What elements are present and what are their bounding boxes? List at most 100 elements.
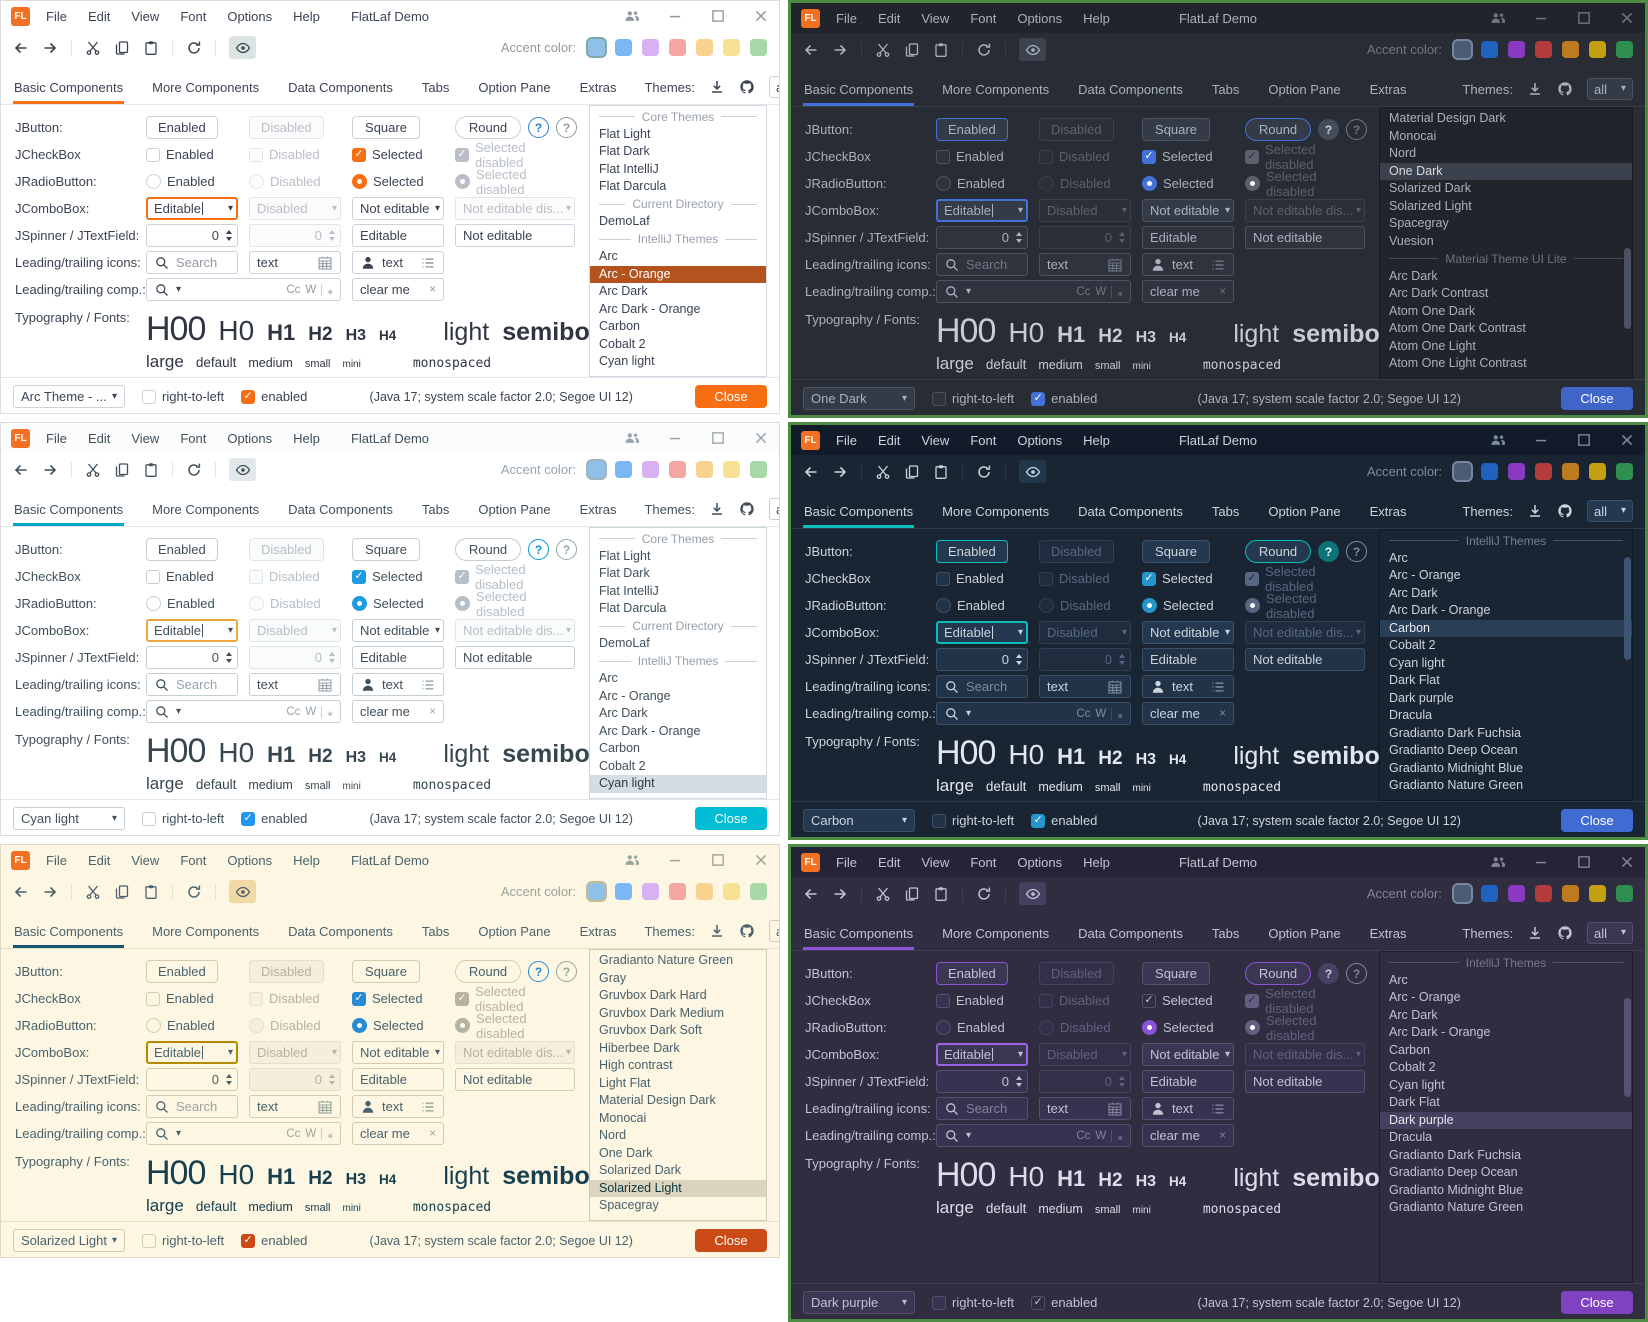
menu-help[interactable]: Help [1083, 432, 1110, 448]
rtl-checkbox-box[interactable] [142, 1233, 156, 1248]
rtl-checkbox[interactable]: right-to-left [932, 1295, 1014, 1310]
checkbox-disabled[interactable] [249, 569, 263, 584]
radio-disabled[interactable] [249, 174, 264, 189]
clear-icon[interactable]: × [1219, 707, 1226, 720]
theme-list-item[interactable]: Dark purple [1380, 1111, 1632, 1129]
accent-swatch-5[interactable] [696, 883, 713, 900]
tab-data-components[interactable]: Data Components [1078, 926, 1183, 941]
theme-list-item[interactable]: Gruvbox Dark Hard [599, 988, 707, 1002]
accent-swatch-4[interactable] [1535, 885, 1552, 902]
search-options-field[interactable]: ▾ Cc W ⁎ [936, 280, 1131, 303]
search-field[interactable]: Search [146, 1095, 238, 1118]
paste-icon[interactable] [143, 884, 159, 900]
theme-list-item[interactable]: Arc - Orange [590, 265, 766, 283]
github-icon[interactable] [1557, 925, 1573, 941]
help-outline-button[interactable]: ? [1346, 541, 1367, 562]
theme-list-item[interactable]: Arc Dark [1389, 585, 1438, 600]
clearable-field[interactable]: clear me × [1142, 1124, 1234, 1147]
accent-swatch-1[interactable] [588, 39, 605, 56]
calendar-icon[interactable] [317, 255, 333, 271]
github-icon[interactable] [739, 501, 755, 517]
accent-swatch-2[interactable] [1481, 41, 1498, 58]
menu-font[interactable]: Font [970, 854, 997, 870]
theme-list-item[interactable]: Dark Flat [1389, 1095, 1440, 1109]
clearable-field[interactable]: clear me × [352, 1122, 444, 1145]
user-field[interactable]: text [352, 673, 444, 696]
help-button[interactable]: ? [528, 539, 549, 560]
round-button[interactable]: Round [1245, 118, 1311, 141]
tab-extras[interactable]: Extras [1369, 82, 1407, 97]
spinner-arrows-icon[interactable] [329, 1074, 335, 1085]
maximize-icon[interactable] [1576, 10, 1592, 26]
round-button[interactable]: Round [455, 116, 521, 139]
accent-swatch-1[interactable] [1454, 463, 1471, 480]
rtl-checkbox-box[interactable] [932, 1295, 946, 1310]
back-icon[interactable] [803, 886, 819, 902]
theme-list-item[interactable]: Light Flat [599, 1075, 651, 1090]
menu-options[interactable]: Options [227, 8, 273, 24]
radio-disabled[interactable] [1039, 1020, 1054, 1035]
square-button[interactable]: Square [1142, 540, 1210, 563]
paste-icon[interactable] [143, 40, 159, 56]
match-case-button[interactable]: Cc [1076, 285, 1091, 298]
tab-more-components[interactable]: More Components [152, 80, 260, 95]
download-theme-icon[interactable] [1527, 925, 1543, 941]
radio-enabled[interactable] [146, 596, 161, 611]
scrollbar-thumb[interactable] [1624, 557, 1631, 660]
rtl-checkbox[interactable]: right-to-left [932, 391, 1014, 406]
radio-selected[interactable] [352, 596, 367, 611]
paste-icon[interactable] [933, 886, 949, 902]
maximize-icon[interactable] [710, 852, 726, 868]
radio-selected[interactable] [352, 174, 367, 189]
cut-icon[interactable] [875, 42, 891, 58]
regex-button[interactable]: ⁎ [1117, 708, 1123, 721]
theme-list-item[interactable]: Arc [1389, 550, 1408, 565]
theme-list-item[interactable]: Flat Dark [599, 144, 650, 158]
minimize-icon[interactable] [667, 852, 683, 868]
checkbox-selected-disabled[interactable]: ✓ [1245, 149, 1259, 164]
accent-swatch-6[interactable] [1589, 41, 1606, 58]
theme-list-item[interactable]: Monocai [599, 1110, 647, 1125]
checkbox-enabled[interactable] [936, 149, 950, 164]
help-outline-button[interactable]: ? [556, 117, 577, 138]
theme-list-item[interactable]: Carbon [599, 319, 640, 333]
rtl-checkbox[interactable]: right-to-left [142, 1233, 224, 1248]
rtl-checkbox[interactable]: right-to-left [142, 389, 224, 404]
radio-selected-disabled[interactable] [1245, 176, 1260, 191]
combobox-not-editable[interactable]: Not editable ▾ [352, 1041, 444, 1064]
tab-basic-components[interactable]: Basic Components [803, 498, 915, 528]
user-field[interactable]: text [352, 1095, 444, 1118]
accent-swatch-3[interactable] [1508, 463, 1525, 480]
radio-selected[interactable] [1142, 598, 1157, 613]
search-field[interactable]: Search [146, 251, 238, 274]
radio-disabled[interactable] [249, 596, 264, 611]
cut-icon[interactable] [875, 464, 891, 480]
date-field[interactable]: text [249, 1095, 341, 1118]
search-options-field[interactable]: ▾ Cc W ⁎ [936, 702, 1131, 725]
match-case-button[interactable]: Cc [286, 705, 301, 718]
close-icon[interactable] [753, 852, 769, 868]
cut-icon[interactable] [85, 462, 101, 478]
search-options-field[interactable]: ▾ Cc W ⁎ [146, 1122, 341, 1145]
radio-selected[interactable] [352, 1018, 367, 1033]
combobox-not-editable[interactable]: Not editable ▾ [1142, 1043, 1234, 1066]
accent-swatch-5[interactable] [696, 461, 713, 478]
scrollbar-thumb[interactable] [1624, 248, 1631, 330]
download-theme-icon[interactable] [1527, 81, 1543, 97]
clear-icon[interactable]: × [1219, 285, 1226, 298]
checkbox-selected-disabled[interactable]: ✓ [455, 991, 469, 1006]
tab-tabs[interactable]: Tabs [421, 80, 450, 95]
accent-swatch-1[interactable] [588, 461, 605, 478]
rtl-checkbox-box[interactable] [932, 391, 946, 406]
regex-button[interactable]: ⁎ [1117, 1130, 1123, 1143]
tab-more-components[interactable]: More Components [942, 926, 1050, 941]
theme-list-item[interactable]: One Dark [599, 1145, 653, 1160]
accent-swatch-4[interactable] [1535, 41, 1552, 58]
whole-word-button[interactable]: W [305, 705, 317, 718]
date-field[interactable]: text [249, 673, 341, 696]
theme-list-item[interactable]: Solarized Light [1389, 198, 1472, 213]
refresh-icon[interactable] [186, 462, 202, 478]
theme-list-item[interactable]: DemoLaf [599, 636, 650, 650]
tab-option-pane[interactable]: Option Pane [1268, 926, 1341, 941]
radio-enabled[interactable] [936, 176, 951, 191]
